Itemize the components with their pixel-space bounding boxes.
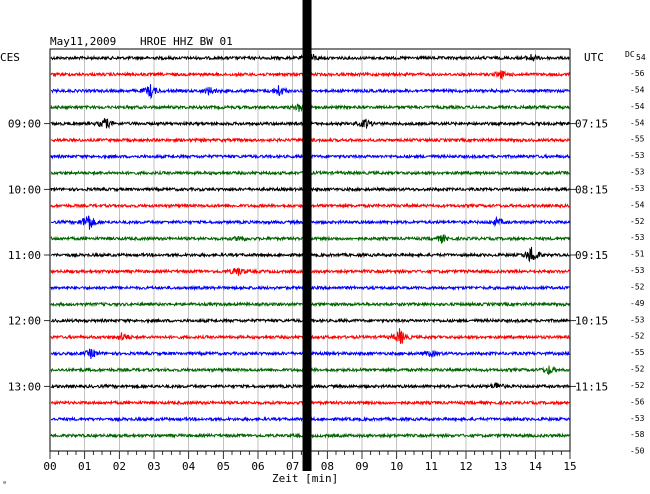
- strong-event-bar: [302, 0, 312, 471]
- station-label: HROE HHZ BW 01: [140, 35, 233, 48]
- dc-offset-value: -54: [630, 200, 645, 209]
- left-time-label: 10:00: [8, 183, 41, 196]
- corner-mark: ᵃ: [2, 479, 7, 488]
- left-time-label: 13:00: [8, 380, 41, 393]
- dc-offset-value: -52: [630, 282, 645, 291]
- x-tick-label: 03: [147, 460, 160, 473]
- x-tick-label: 07: [286, 460, 299, 473]
- x-tick-label: 08: [321, 460, 334, 473]
- dc-offset-labels: 54 -56 -54 -54 -54 -55 -53 -53 -53 -54 -52 -53 -51 -5…: [630, 53, 646, 456]
- dc-label: DC: [625, 50, 635, 59]
- x-tick-label: 14: [529, 460, 543, 473]
- dc-offset-value: -53: [630, 233, 645, 242]
- dc-offset-value: -52: [630, 365, 645, 374]
- dc-offset-value: -53: [630, 266, 645, 275]
- dc-offset-value: -52: [630, 217, 645, 226]
- dc-offset-value: -55: [630, 348, 645, 357]
- right-time-label: 10:15: [575, 315, 608, 328]
- x-axis-ticks: 00 01 02 03 04 05 06 07 08 09 10 11 12 13 14 15: [43, 451, 577, 473]
- dc-offset-value: -51: [630, 250, 645, 259]
- dc-offset-value: -53: [630, 184, 645, 193]
- right-time-label: 07:15: [575, 118, 608, 131]
- dc-offset-value: -53: [630, 168, 645, 177]
- strong-event-band: [302, 0, 312, 471]
- x-tick-label: 00: [43, 460, 56, 473]
- x-tick-label: 04: [182, 460, 196, 473]
- dc-offset-value: 54: [636, 53, 646, 62]
- date-label: May11,2009: [50, 35, 116, 48]
- right-time-label: 09:15: [575, 249, 608, 262]
- dc-offset-value: -54: [630, 102, 645, 111]
- right-time-label: 11:15: [575, 380, 608, 393]
- dc-offset-value: -50: [630, 447, 645, 456]
- x-tick-label: 06: [251, 460, 264, 473]
- dc-offset-value: -54: [630, 85, 645, 94]
- right-time-label: 08:15: [575, 183, 608, 196]
- x-tick-label: 11: [425, 460, 438, 473]
- x-tick-label: 13: [494, 460, 507, 473]
- dc-offset-value: -49: [630, 299, 645, 308]
- x-tick-label: 05: [217, 460, 230, 473]
- dc-offset-value: -53: [630, 414, 645, 423]
- x-tick-label: 12: [459, 460, 472, 473]
- right-timezone-label: UTC: [584, 51, 604, 64]
- left-time-label: 11:00: [8, 249, 41, 262]
- time-labels: 09:00 10:00 11:00 12:00 13:00 07:15 08:15 09:15…: [8, 118, 608, 394]
- left-time-label: 09:00: [8, 118, 41, 131]
- dc-offset-value: -55: [630, 135, 645, 144]
- x-axis-label: Zeit [min]: [272, 472, 338, 485]
- x-tick-label: 15: [563, 460, 576, 473]
- dc-offset-value: -56: [630, 69, 645, 78]
- dc-offset-value: -54: [630, 118, 645, 127]
- dc-offset-value: -53: [630, 315, 645, 324]
- x-tick-label: 02: [113, 460, 126, 473]
- grid: [84, 49, 536, 451]
- left-time-label: 12:00: [8, 315, 41, 328]
- dc-offset-value: -53: [630, 151, 645, 160]
- x-tick-label: 10: [390, 460, 403, 473]
- dc-offset-value: -56: [630, 397, 645, 406]
- dc-offset-value: -52: [630, 381, 645, 390]
- left-timezone-label: CES: [0, 51, 20, 64]
- dc-offset-value: -58: [630, 430, 645, 439]
- x-tick-label: 01: [78, 460, 91, 473]
- dc-offset-value: -52: [630, 332, 645, 341]
- x-tick-label: 09: [355, 460, 368, 473]
